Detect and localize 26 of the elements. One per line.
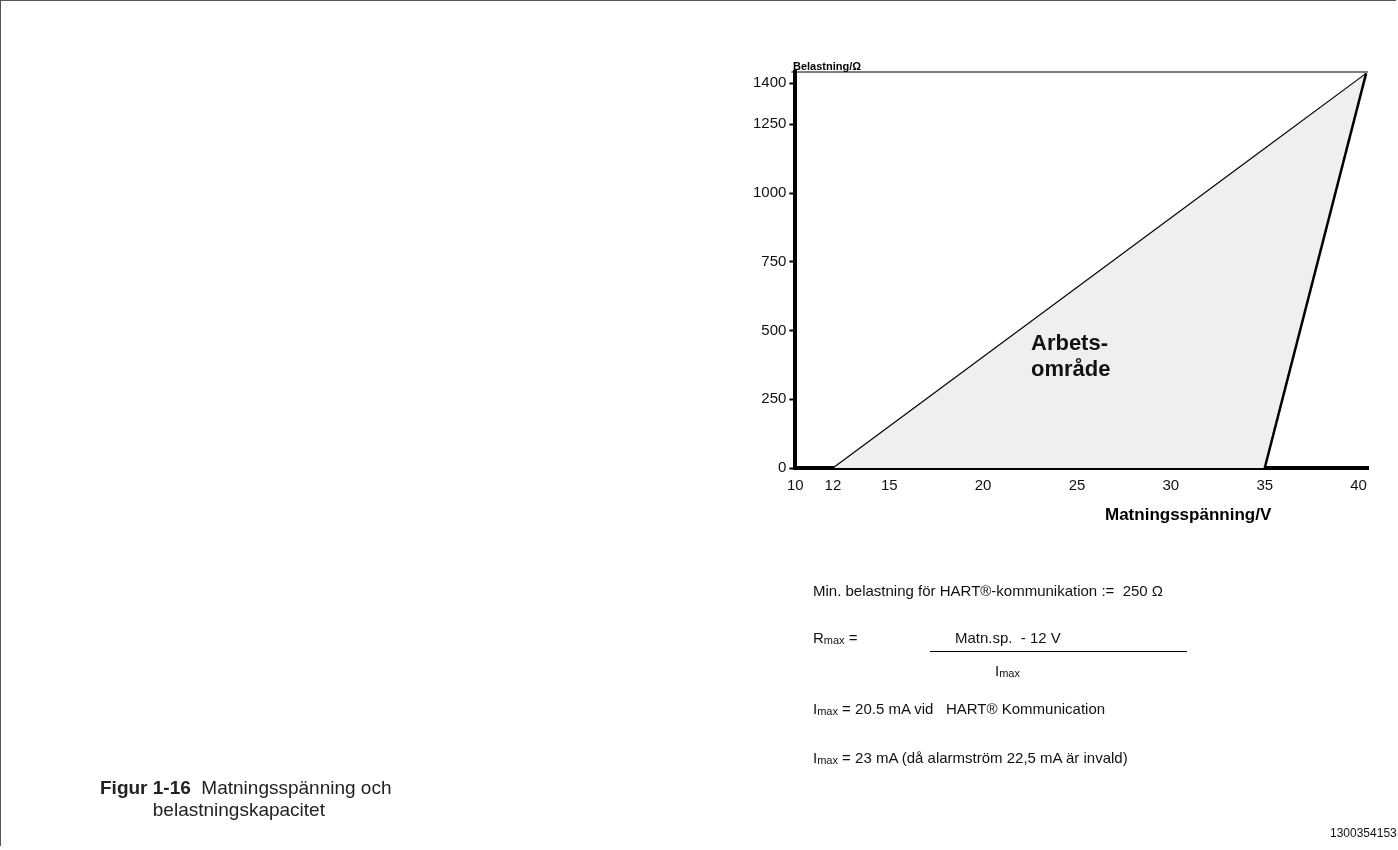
y-tick-label: 500 [761,320,787,338]
x-tick-label: 25 [1068,476,1086,494]
y-tick-label: 1000 [752,183,787,201]
x-tick-label: 12 [824,476,842,494]
y-tick-label: 1400 [752,73,787,91]
y-tick-label: 250 [761,389,787,407]
x-tick-label: 20 [974,476,992,494]
text: I$_{max}$ = 20.5 mA vid HART® Kommunication [813,700,1106,717]
text: R$_{max}$ = [813,629,858,646]
y-tick-label: 0 [778,458,787,476]
x-tick-label: 40 [1350,476,1367,494]
text: Min. belastning för HART®-kommunikation := 250 Ω [813,582,1164,599]
annotation: Arbets- område [1031,330,1111,382]
x-tick-label: 10 [787,476,804,494]
text: 1300354153 [1330,826,1397,840]
text: Figur 1-16 Matningsspänning och belastningskapacitet [100,777,392,821]
y-axis-title: Belastning/Ω [793,60,862,72]
text: Matn.sp. - 12 V [955,629,1061,646]
x-tick-label: 35 [1256,476,1274,494]
text: I$_{max}$ = 23 mA (då alarmström 22,5 mA är invald) [813,749,1128,766]
y-tick-label: 1250 [752,114,787,132]
x-tick-label: 30 [1162,476,1180,494]
x-axis-title: Matningsspänning/V [1105,505,1272,525]
text: I$_{max}$ [995,662,1020,679]
y-tick-label: 750 [761,251,787,269]
x-tick-label: 15 [880,476,898,494]
